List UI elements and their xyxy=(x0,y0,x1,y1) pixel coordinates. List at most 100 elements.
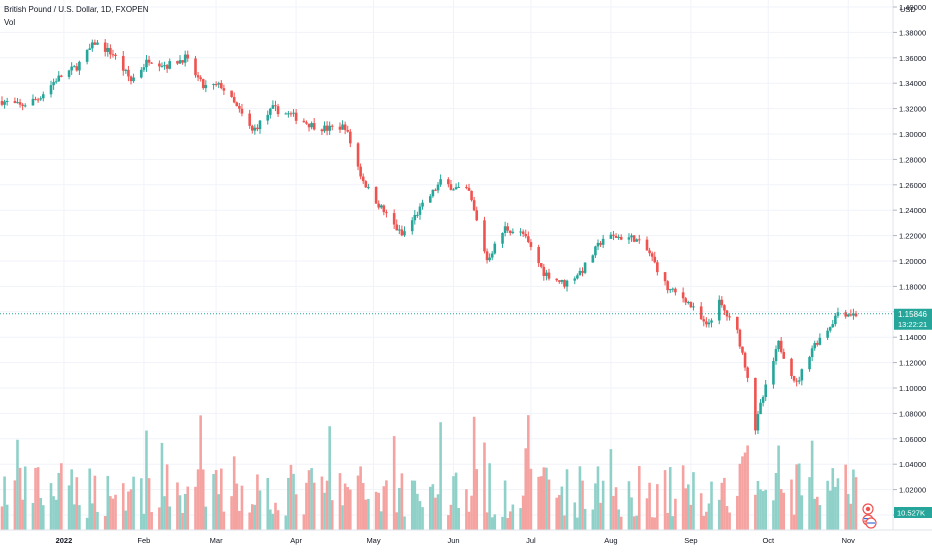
volume-bar xyxy=(828,490,832,530)
time-tick-label: Sep xyxy=(684,536,697,545)
candle-body xyxy=(70,66,73,71)
candle-body xyxy=(527,236,530,243)
candle-body xyxy=(341,124,344,130)
volume-bar xyxy=(738,463,742,530)
candle-body xyxy=(710,320,713,323)
candle-body xyxy=(743,352,747,368)
candle-body xyxy=(395,224,399,231)
volume-bar xyxy=(573,502,577,530)
volume-bar xyxy=(145,430,148,530)
volume-bar xyxy=(686,484,690,530)
volume-bar xyxy=(428,486,432,530)
volume-bar xyxy=(163,496,166,530)
volume-bar xyxy=(795,464,798,530)
candle-body xyxy=(274,105,277,107)
candle-body xyxy=(145,59,148,68)
candle-body xyxy=(158,63,161,67)
candle-body xyxy=(18,102,22,105)
candle-body xyxy=(436,184,440,191)
candle-body xyxy=(452,189,455,191)
volume-bar xyxy=(248,512,251,530)
price-tick-label: 1.10000 xyxy=(899,384,926,393)
volume-bar xyxy=(591,509,595,530)
volume-bar xyxy=(539,476,543,530)
candle-body xyxy=(650,253,654,257)
volume-bar xyxy=(212,473,215,530)
volume-bar xyxy=(743,452,747,530)
candle-body xyxy=(67,70,71,77)
volume-bar xyxy=(637,466,641,530)
volume-bar xyxy=(361,483,365,530)
volume-bar xyxy=(269,509,272,530)
price-axis[interactable]: 1.40000 1.38000 1.36000 1.34000 1.32000 1.300… xyxy=(893,3,926,520)
volume-bar xyxy=(542,467,546,530)
candle-body xyxy=(248,113,251,126)
candle-body xyxy=(844,312,847,317)
candle-body xyxy=(583,262,587,273)
candle-body xyxy=(601,238,605,245)
candle-body xyxy=(330,125,334,127)
volume-bar xyxy=(653,517,657,530)
volume-bar xyxy=(792,514,796,530)
volume-bar xyxy=(632,516,636,530)
volume-bar xyxy=(454,472,458,530)
candle-body xyxy=(826,330,829,338)
volume-bar xyxy=(111,498,115,530)
volume-bar xyxy=(815,496,819,530)
volume-bar xyxy=(124,510,128,530)
time-tick-label: Apr xyxy=(290,536,302,545)
volume-bar xyxy=(398,487,401,530)
volume-bar xyxy=(545,467,548,530)
price-tick-label: 1.34000 xyxy=(899,79,926,88)
candle-body xyxy=(416,214,419,216)
price-tick-label: 1.28000 xyxy=(899,155,926,164)
volume-bar xyxy=(181,512,184,530)
volume-bar xyxy=(717,499,721,530)
candle-body xyxy=(377,203,380,208)
volume-bar xyxy=(199,415,202,530)
candle-body xyxy=(181,60,184,63)
time-axis[interactable]: 2022 Feb Mar Apr May Jun Jul Aug Sep Oct Nov xyxy=(56,536,856,545)
volume-bar xyxy=(312,482,316,530)
volume-bar xyxy=(674,498,677,530)
event-flags[interactable] xyxy=(862,503,877,529)
candle-body xyxy=(818,337,822,345)
volume-bar xyxy=(483,442,486,530)
candle-body xyxy=(284,113,288,115)
price-tick-label: 1.22000 xyxy=(899,232,926,241)
candle-body xyxy=(349,131,352,144)
volume-bar xyxy=(201,469,205,530)
candle-body xyxy=(312,123,316,130)
candle-body xyxy=(124,69,128,71)
candle-body xyxy=(91,42,94,49)
candle-body xyxy=(238,105,241,109)
volume-bar xyxy=(705,511,708,530)
candle-body xyxy=(421,202,424,207)
volume-bar xyxy=(421,507,424,530)
volume-indicator-label[interactable]: Vol xyxy=(4,18,15,27)
volume-bar xyxy=(5,504,9,530)
candle-body xyxy=(503,226,507,234)
candle-body xyxy=(686,301,690,303)
candle-body xyxy=(831,324,835,328)
candle-body xyxy=(511,231,515,233)
volume-bar xyxy=(756,480,760,530)
volume-bar xyxy=(70,469,73,530)
volume-bar xyxy=(508,511,512,530)
symbol-title[interactable]: British Pound / U.S. Dollar, 1D, FXOPEN xyxy=(4,5,149,14)
candle-body xyxy=(759,402,762,415)
candle-body xyxy=(78,61,81,71)
volume-bar xyxy=(617,509,620,530)
volume-bar xyxy=(323,492,326,530)
candle-body xyxy=(632,235,636,242)
candle-body xyxy=(508,230,512,233)
price-tick-label: 1.02000 xyxy=(899,486,926,495)
candle-body xyxy=(630,235,633,238)
candle-body xyxy=(163,65,166,67)
candle-body xyxy=(292,112,295,114)
last-price-value: 1.15846 xyxy=(898,310,927,319)
volume-bar xyxy=(826,480,829,530)
